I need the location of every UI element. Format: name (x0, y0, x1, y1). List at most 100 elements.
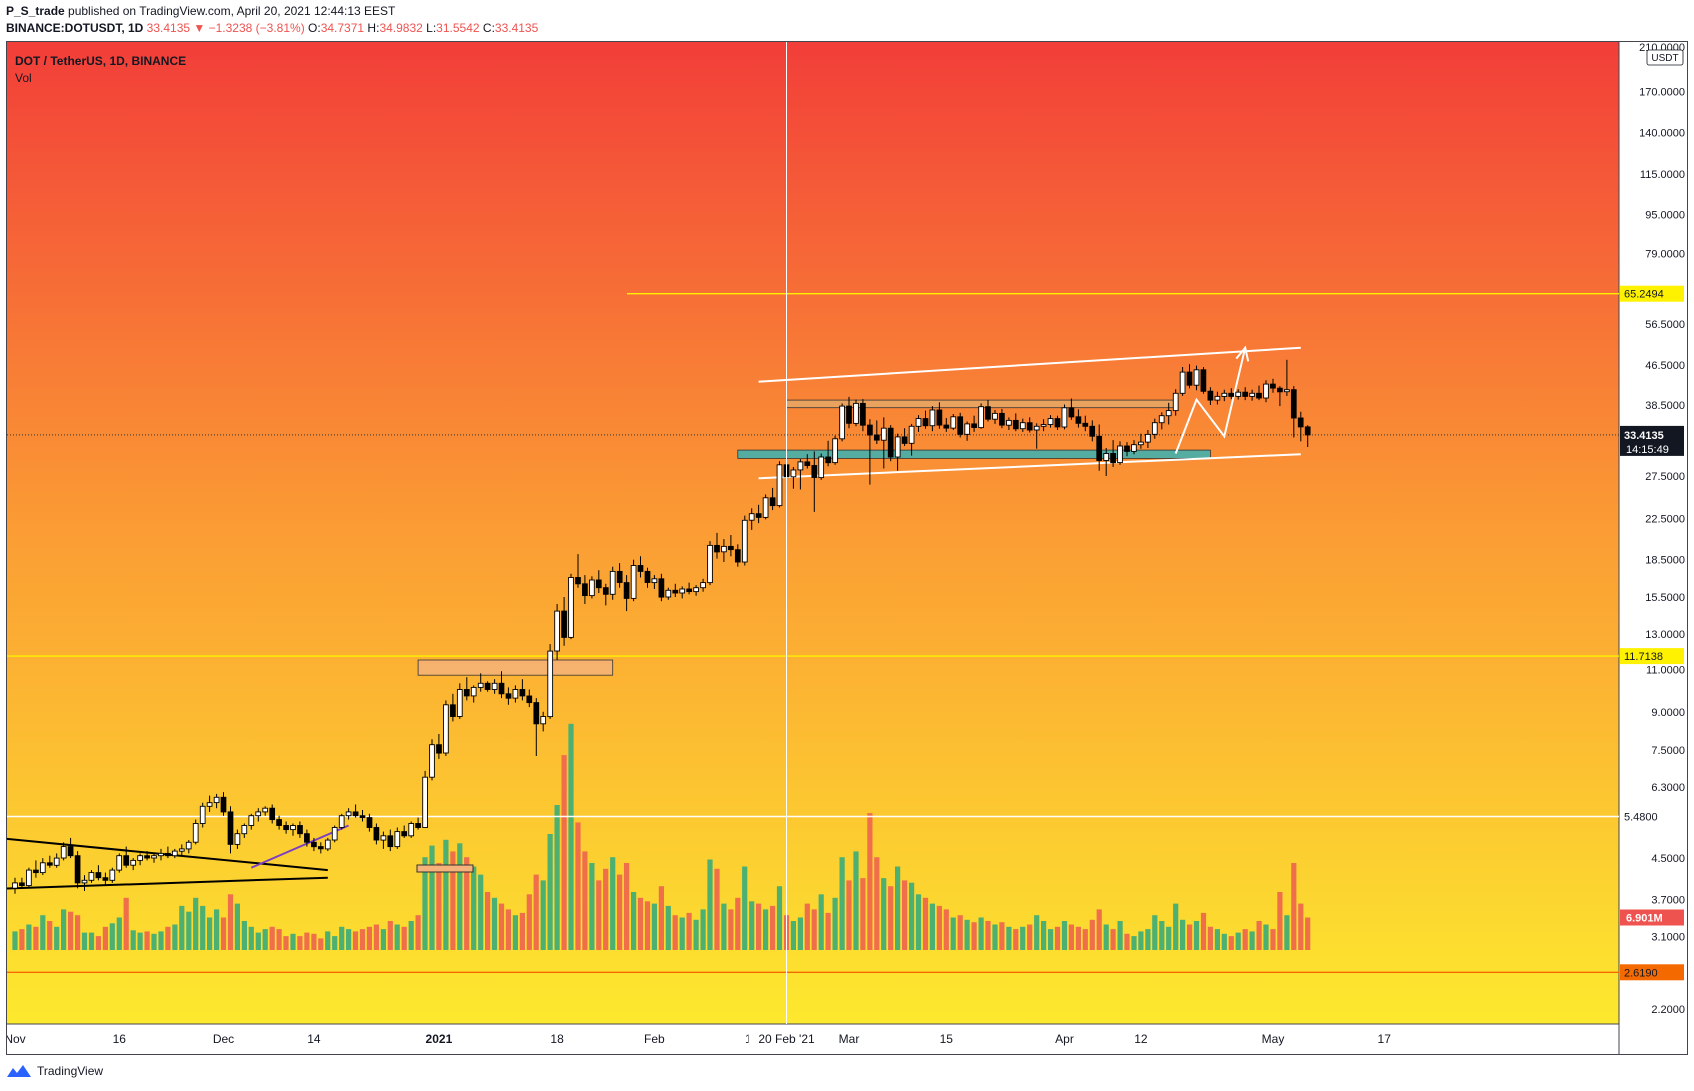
candle (1075, 409, 1082, 428)
price-axis[interactable]: 210.0000170.0000140.0000115.000095.00007… (1620, 42, 1685, 1016)
candle-body (470, 686, 477, 697)
price-zone (417, 659, 614, 676)
volume-bar (158, 931, 164, 950)
candle-body (867, 424, 873, 436)
candle-body (1131, 444, 1137, 452)
volume-bar (172, 924, 178, 950)
candle-body (88, 872, 95, 881)
currency-badge[interactable] (1646, 49, 1684, 66)
candle-body (978, 406, 984, 429)
volume-bar (943, 909, 949, 950)
candle (867, 419, 873, 485)
candle (971, 415, 977, 432)
volume-bar (485, 892, 491, 950)
time-axis[interactable]: Nov16Dec14202118Feb15Mar15Apr12May1720 F… (7, 1027, 1391, 1049)
candle (978, 403, 984, 429)
volume-bar (679, 917, 685, 950)
volume-bar (568, 723, 574, 950)
candle (547, 644, 554, 719)
candle (352, 804, 359, 818)
volume-bar (832, 897, 838, 950)
tradingview-logo-icon[interactable] (6, 1063, 32, 1079)
price-tick-label: 3.1000 (1651, 932, 1685, 944)
candle (595, 570, 602, 593)
volume-bar (1061, 921, 1068, 950)
candle-body (311, 841, 317, 848)
volume-bar (637, 897, 644, 950)
volume-bar (749, 901, 755, 950)
publish-date: published on TradingView.com, April 20, … (64, 4, 396, 18)
volume-bar (1103, 924, 1109, 950)
candle-body (1290, 389, 1297, 419)
candle-body (1165, 410, 1172, 417)
candle (144, 851, 150, 861)
price-tick-label: 3.7000 (1651, 894, 1685, 906)
candle-body (540, 716, 547, 725)
volume-bar (1006, 926, 1012, 950)
channel-upper-line (758, 346, 1301, 383)
candle-body (1214, 395, 1221, 401)
price-zone (737, 449, 1211, 459)
candle (505, 687, 512, 705)
candle (755, 504, 762, 524)
candle-body (297, 825, 303, 835)
price-axis-background[interactable] (1619, 42, 1688, 1055)
volume-bar (1068, 924, 1074, 950)
candle-body (1082, 422, 1089, 427)
volume-bar (533, 874, 539, 950)
candle (498, 671, 505, 699)
candle-body (1103, 453, 1110, 461)
candle (53, 853, 60, 868)
volume-bar (1166, 926, 1172, 950)
volume-bar (1200, 912, 1207, 950)
volume-bar (957, 915, 963, 950)
volume-bar (1075, 926, 1081, 950)
candle-body (533, 702, 540, 725)
candle (908, 423, 915, 456)
candle-body (234, 833, 241, 845)
chart-frame[interactable]: 210.0000 170.0000 140.0000 115.0000 95.0000 7… (6, 41, 1688, 1055)
candle-body (366, 817, 373, 828)
candle-body (880, 427, 887, 441)
candle (317, 842, 324, 854)
volume-bar (408, 921, 414, 950)
candle-body (957, 416, 964, 435)
candle-body (1186, 371, 1193, 386)
candle-body (1096, 435, 1103, 461)
volume-bar (776, 886, 783, 950)
crosshair-date-badge (748, 1027, 825, 1049)
candle-body (658, 578, 665, 598)
volume-bar (12, 931, 18, 950)
candle (1193, 365, 1200, 391)
candle (1103, 448, 1110, 476)
candle (797, 459, 804, 490)
candle (1263, 380, 1269, 403)
price-chart[interactable]: 210.0000170.0000140.0000115.000095.00007… (7, 42, 1688, 1055)
author-name[interactable]: P_S_trade (6, 4, 65, 18)
wedge-lower-line (7, 876, 328, 890)
volume-bar (929, 903, 935, 950)
price-tick-label: 79.0000 (1645, 248, 1685, 260)
last-volume-badge (1620, 909, 1684, 926)
volume-bar (1096, 909, 1102, 950)
price-tick-label: 9.0000 (1651, 707, 1685, 719)
volume-bar (269, 926, 275, 950)
candle-body (1040, 424, 1047, 427)
footer-brand[interactable]: TradingView (37, 1064, 104, 1078)
candle (846, 396, 852, 429)
volume-bar (1298, 903, 1304, 950)
time-tick-label: 18 (550, 1032, 564, 1046)
volume-bar (234, 903, 240, 950)
volume-bar (526, 894, 532, 950)
volume-legend[interactable]: Vol (15, 71, 32, 85)
volume-bar (464, 857, 470, 950)
volume-bar (804, 903, 810, 950)
volume-bar (81, 932, 88, 950)
volume-bar (387, 921, 393, 950)
candle-body (651, 578, 658, 584)
chart-legend-title[interactable]: DOT / TetherUS, 1D, BINANCE (15, 54, 187, 68)
volume-bar (686, 912, 692, 950)
candle (1082, 415, 1089, 432)
volume-bar (818, 894, 824, 950)
volume-bar (88, 932, 95, 950)
